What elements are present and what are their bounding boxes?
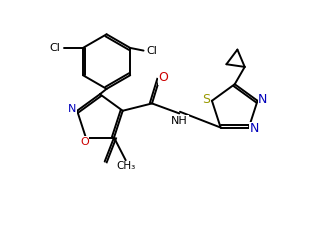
Text: N: N (249, 122, 259, 135)
Text: Cl: Cl (147, 46, 158, 56)
Text: Cl: Cl (50, 43, 60, 53)
Text: O: O (80, 137, 89, 147)
Text: NH: NH (171, 116, 188, 126)
Text: CH₃: CH₃ (116, 161, 136, 171)
Text: N: N (258, 93, 267, 106)
Text: N: N (68, 104, 76, 114)
Text: S: S (202, 93, 210, 106)
Text: O: O (159, 71, 168, 84)
